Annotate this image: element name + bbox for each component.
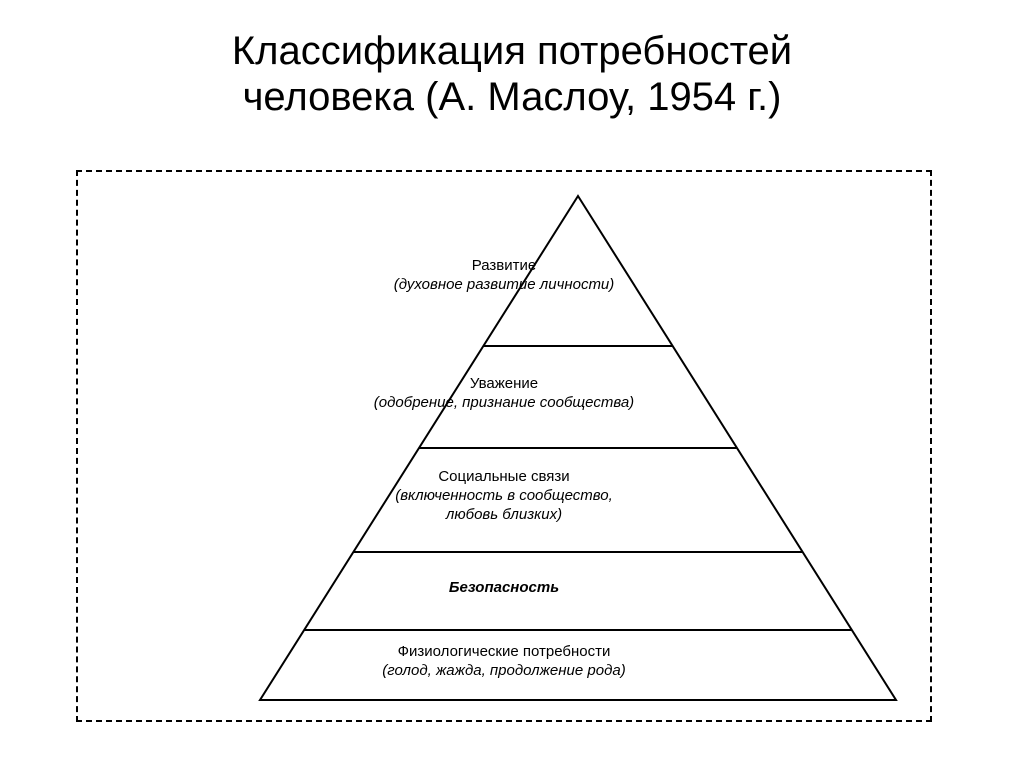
pyramid-svg <box>76 170 932 722</box>
title-line-1: Классификация потребностей <box>232 29 792 73</box>
title-line-2: человека (А. Маслоу, 1954 г.) <box>243 75 782 119</box>
slide: Классификация потребностей человека (А. … <box>0 0 1024 768</box>
slide-title: Классификация потребностей человека (А. … <box>0 28 1024 120</box>
